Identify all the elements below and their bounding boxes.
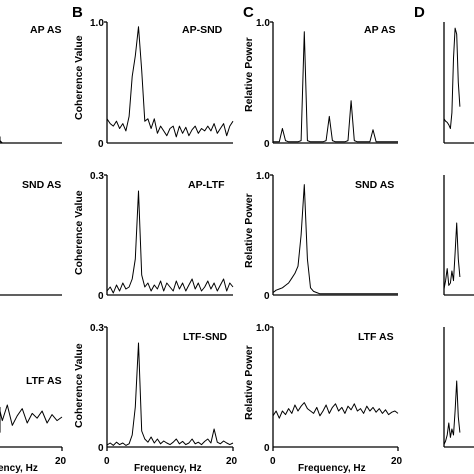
panel-c-ltf-as-trace	[272, 402, 399, 419]
panel-a-x-axis-label: ency, Hz	[0, 463, 38, 474]
panel-d-row2-trace	[443, 222, 461, 290]
panel-a-x-tick-20: 20	[55, 456, 67, 467]
panel-letter-b: B	[72, 4, 83, 21]
panel-a-ltf-as: LTF AS 20 ency, Hz	[0, 375, 67, 474]
panel-b-ap-ltf-ytick-max: 0.3	[90, 171, 104, 182]
panel-a-ltf-as-trace	[0, 404, 63, 433]
panel-b-ltf-snd: LTF-SND Coherence Value 0.3 0 0 20 Frequ…	[73, 323, 238, 474]
panel-d-row2	[443, 175, 474, 296]
panel-b-ap-snd-ylabel: Coherence Value	[73, 35, 85, 120]
panel-a-snd-as-title: SND AS	[22, 179, 61, 191]
panel-b-ap-ltf-ylabel: Coherence Value	[73, 190, 85, 275]
panel-c-snd-as-ytick-0: 0	[264, 291, 270, 302]
panel-b-ap-ltf-ytick-0: 0	[98, 291, 104, 302]
panel-b-ltf-snd-trace	[106, 342, 234, 446]
panel-b-ltf-snd-ytick-0: 0	[98, 443, 104, 454]
panel-c-snd-as: SND AS Relative Power 1.0 0	[243, 171, 398, 302]
panel-c-ltf-as-ytick-0: 0	[264, 443, 270, 454]
panel-c-ltf-as-ytick-max: 1.0	[256, 323, 270, 334]
panel-a-ap-as-trace	[0, 136, 62, 144]
panel-c-ap-as: AP AS Relative Power 1.0 0	[243, 18, 398, 150]
panel-a-ltf-as-title: LTF AS	[26, 375, 62, 387]
panel-b-x-tick-0: 0	[104, 456, 110, 467]
panel-b-ap-ltf-trace	[106, 190, 234, 294]
panel-c-ap-as-title: AP AS	[364, 24, 396, 36]
panel-b-ap-snd-ytick-max: 1.0	[90, 18, 104, 29]
panel-a-snd-as: SND AS	[0, 179, 62, 296]
panel-b-ap-snd-title: AP-SND	[182, 24, 223, 36]
panel-b-ap-snd-ytick-0: 0	[98, 139, 104, 150]
panel-c-ap-as-ylabel: Relative Power	[243, 37, 255, 112]
panel-c-ltf-as-title: LTF AS	[358, 331, 394, 343]
panel-c-ap-as-trace	[273, 31, 398, 143]
panel-c-snd-as-ytick-max: 1.0	[256, 171, 270, 182]
panel-d-row3	[443, 327, 474, 448]
panel-a-ap-as: AP AS	[0, 24, 62, 144]
panel-letter-c: C	[243, 4, 254, 21]
panel-c-snd-as-trace	[272, 184, 398, 295]
panel-b-x-axis-label: Frequency, Hz	[134, 463, 202, 474]
panel-c-x-tick-0: 0	[270, 456, 276, 467]
panel-b-ltf-snd-ylabel: Coherence Value	[73, 343, 85, 428]
panel-b-ap-snd-trace	[106, 26, 234, 138]
panel-c-ltf-as: LTF AS Relative Power 1.0 0 0 20 Frequen…	[243, 323, 403, 474]
panel-c-ap-as-ytick-max: 1.0	[256, 18, 270, 29]
panel-b-ap-ltf: AP-LTF Coherence Value 0.3 0	[73, 171, 234, 302]
panel-c-ltf-as-ylabel: Relative Power	[243, 345, 255, 420]
panel-a-ap-as-title: AP AS	[30, 24, 62, 36]
panel-b-x-tick-20: 20	[226, 456, 238, 467]
panel-b-ap-ltf-title: AP-LTF	[188, 179, 225, 191]
panel-letter-d: D	[414, 4, 425, 21]
panel-d-row1	[443, 22, 474, 144]
panel-b-ltf-snd-title: LTF-SND	[183, 331, 228, 343]
panel-c-x-tick-20: 20	[391, 456, 403, 467]
panel-c-snd-as-title: SND AS	[355, 179, 394, 191]
panel-d-row1-trace	[443, 27, 461, 129]
panel-d-row3-trace	[443, 380, 461, 445]
panel-c-ap-as-ytick-0: 0	[264, 139, 270, 150]
panel-c-snd-as-ylabel: Relative Power	[243, 193, 255, 268]
panel-b-ap-snd: AP-SND Coherence Value 1.0 0	[73, 18, 234, 150]
panel-b-ltf-snd-ytick-max: 0.3	[90, 323, 104, 334]
panel-c-x-axis-label: Frequency, Hz	[298, 463, 366, 474]
